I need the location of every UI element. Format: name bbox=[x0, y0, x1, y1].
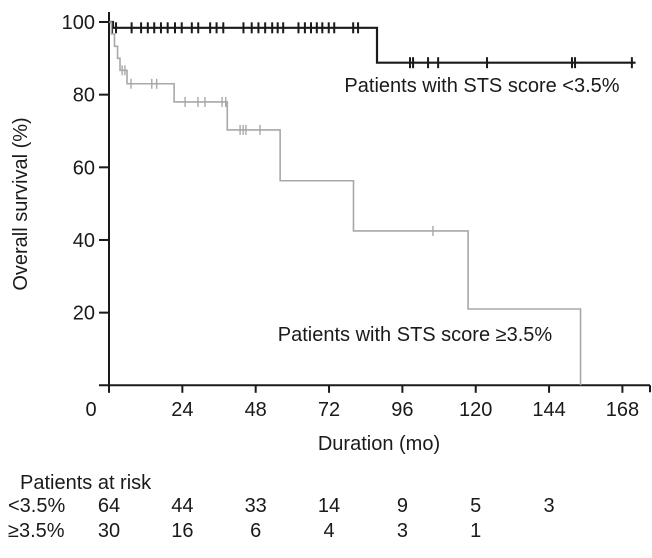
risk-count: 44 bbox=[171, 495, 193, 517]
x-axis-title: Duration (mo) bbox=[318, 433, 440, 455]
survival-curve-sts-ge-35 bbox=[109, 21, 582, 386]
x-tick-label: 168 bbox=[606, 399, 639, 421]
risk-count: 64 bbox=[98, 495, 120, 517]
y-tick-label: 60 bbox=[73, 157, 95, 179]
curve-label-ge35: Patients with STS score ≥3.5% bbox=[278, 324, 553, 346]
x-tick-label: 24 bbox=[171, 399, 193, 421]
x-tick-label: 144 bbox=[532, 399, 565, 421]
x-tick-label: 48 bbox=[245, 399, 267, 421]
risk-row-label: ≥3.5% bbox=[8, 520, 65, 542]
curve-label-lt35: Patients with STS score <3.5% bbox=[344, 75, 619, 97]
risk-count: 9 bbox=[397, 495, 408, 517]
risk-count: 4 bbox=[323, 520, 334, 542]
y-tick-label: 40 bbox=[73, 230, 95, 252]
risk-count: 3 bbox=[397, 520, 408, 542]
risk-count: 14 bbox=[318, 495, 340, 517]
x-tick-label: 72 bbox=[318, 399, 340, 421]
x-tick-label: 96 bbox=[391, 399, 413, 421]
risk-count: 30 bbox=[98, 520, 120, 542]
y-tick-label: 100 bbox=[62, 12, 95, 34]
risk-table-title: Patients at risk bbox=[20, 472, 152, 494]
survival-curve-sts-lt-35 bbox=[109, 20, 636, 64]
x-axis-line bbox=[99, 384, 651, 393]
risk-count: 6 bbox=[250, 520, 261, 542]
risk-count: 33 bbox=[245, 495, 267, 517]
y-tick-label: 20 bbox=[73, 303, 95, 325]
y-axis-title: Overall survival (%) bbox=[10, 117, 32, 290]
risk-count: 16 bbox=[171, 520, 193, 542]
risk-row-label: <3.5% bbox=[8, 495, 65, 517]
risk-count: 3 bbox=[544, 495, 555, 517]
y-tick-label: 80 bbox=[73, 85, 95, 107]
x-tick-label: 0 bbox=[85, 399, 96, 421]
x-tick-label: 120 bbox=[459, 399, 492, 421]
risk-count: 1 bbox=[470, 520, 481, 542]
risk-count: 5 bbox=[470, 495, 481, 517]
